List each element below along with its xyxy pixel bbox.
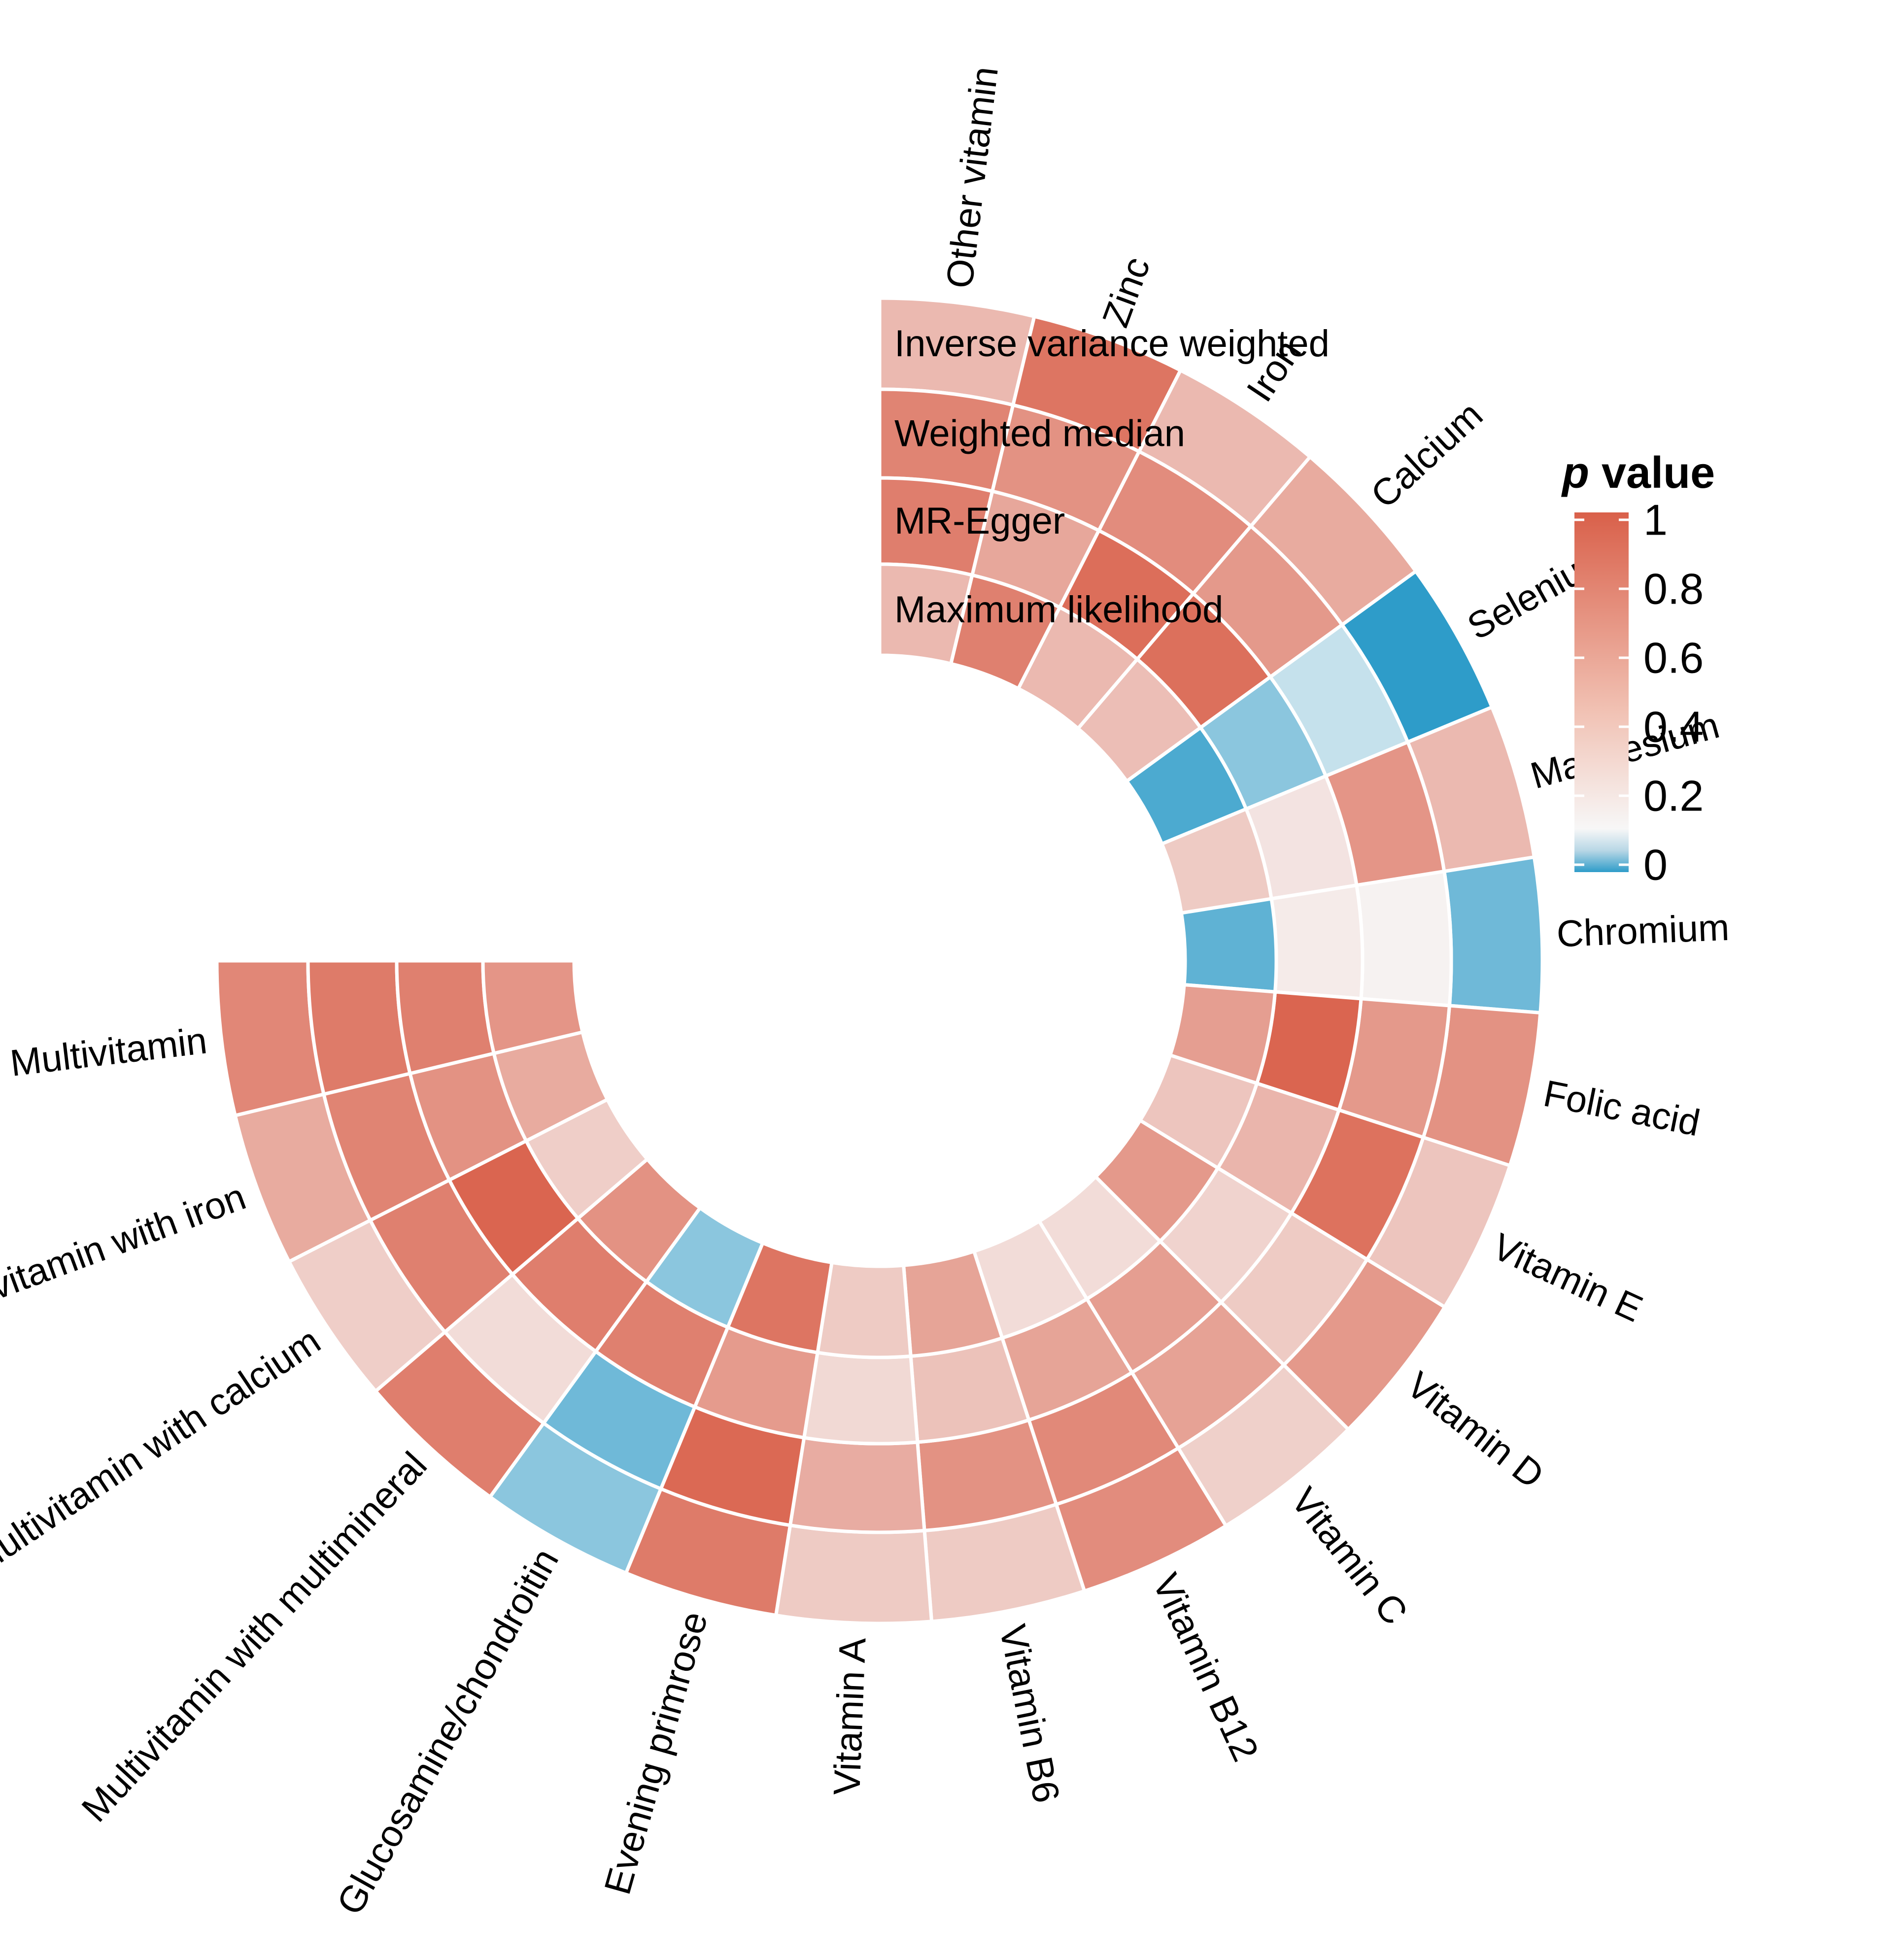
heatmap-cell xyxy=(774,1523,934,1625)
ring-labels: Inverse variance weighted Weighted median… xyxy=(894,323,1330,631)
category-label: Glucosamine/chondroitin xyxy=(329,1542,567,1922)
legend-title-symbol: p xyxy=(1561,448,1589,498)
category-label: Other vitamin xyxy=(938,65,1006,291)
category-label: Vitamin B12 xyxy=(1144,1567,1266,1767)
legend-tick-label: 0.8 xyxy=(1643,565,1704,613)
category-label: Multivitamin with calcium xyxy=(0,1320,328,1584)
category-label: Chromium xyxy=(1556,907,1730,955)
ring-label: MR-Egger xyxy=(894,500,1065,542)
legend-tick-label: 0 xyxy=(1643,841,1668,889)
heatmap-cell xyxy=(1354,869,1453,1008)
heatmap-cell xyxy=(481,959,585,1056)
legend: p value 1 0.8 0.6 0.4 0.2 0 xyxy=(1561,448,1715,889)
ring-label: Inverse variance weighted xyxy=(894,323,1330,365)
ring-label: Weighted median xyxy=(894,413,1185,455)
heatmap-cell xyxy=(1442,855,1544,1015)
category-label: Vitamin A xyxy=(826,1637,874,1796)
legend-tick-label: 1 xyxy=(1643,496,1668,544)
heatmap-cell xyxy=(1179,897,1278,994)
category-label: Vitamin C xyxy=(1283,1480,1416,1632)
ring-label: Maximum likelihood xyxy=(894,589,1223,631)
legend-tick-label: 0.4 xyxy=(1643,703,1704,751)
category-label: Multivitamin with iron xyxy=(0,1176,251,1335)
category-label: Zinc xyxy=(1094,252,1158,333)
category-label: Vitamin B6 xyxy=(991,1621,1068,1806)
heatmap-cell xyxy=(788,1435,926,1534)
category-label: Vitamin E xyxy=(1486,1225,1649,1330)
heatmap-cell xyxy=(816,1260,913,1359)
category-label: Multivitamin xyxy=(8,1019,209,1084)
legend-tick-label: 0.6 xyxy=(1643,634,1704,682)
legend-title: p value xyxy=(1561,448,1715,498)
heatmap-cells xyxy=(215,296,1544,1625)
category-label: Evening primrose xyxy=(596,1607,716,1899)
legend-ticks: 1 0.8 0.6 0.4 0.2 0 xyxy=(1574,496,1704,889)
heatmap-cell xyxy=(306,959,412,1097)
legend-title-text: value xyxy=(1589,448,1715,498)
category-label: Calcium xyxy=(1363,394,1491,516)
heatmap-cell xyxy=(1269,883,1365,1001)
heatmap-cell xyxy=(395,959,496,1076)
category-label: Multivitamin with multimineral xyxy=(74,1444,435,1830)
heatmap-cell xyxy=(802,1351,920,1446)
category-label: Folic acid xyxy=(1540,1073,1703,1145)
legend-color-bar xyxy=(1574,512,1629,872)
category-label: Vitamin D xyxy=(1399,1364,1551,1497)
legend-tick-label: 0.2 xyxy=(1643,772,1704,820)
